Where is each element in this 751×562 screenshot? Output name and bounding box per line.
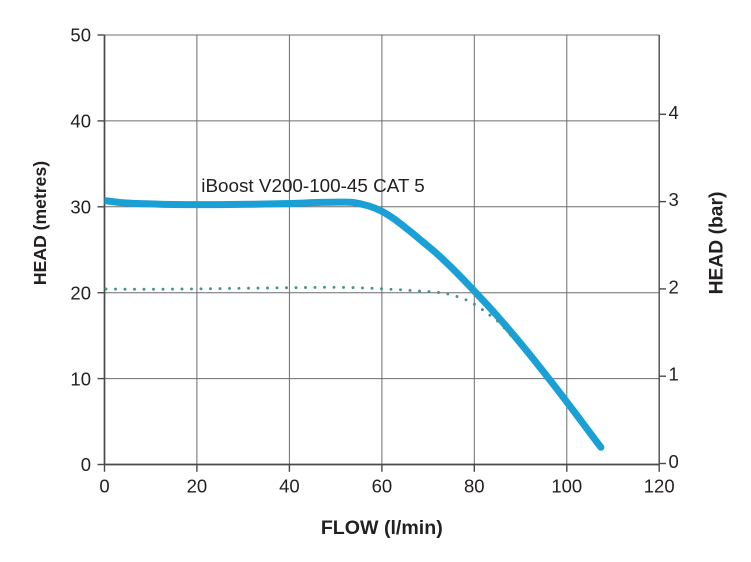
svg-text:4: 4 (669, 102, 679, 123)
svg-text:HEAD (metres): HEAD (metres) (30, 161, 50, 285)
svg-text:10: 10 (70, 368, 91, 389)
svg-text:2: 2 (669, 276, 679, 297)
svg-text:20: 20 (70, 282, 91, 303)
svg-text:0: 0 (81, 454, 91, 475)
svg-text:0: 0 (99, 476, 109, 497)
svg-text:50: 50 (70, 25, 91, 46)
svg-text:30: 30 (70, 197, 91, 218)
svg-text:3: 3 (669, 189, 679, 210)
svg-text:40: 40 (70, 111, 91, 132)
svg-text:60: 60 (372, 476, 393, 497)
svg-text:20: 20 (187, 476, 208, 497)
svg-text:0: 0 (669, 451, 679, 472)
svg-text:40: 40 (279, 476, 300, 497)
svg-text:1: 1 (669, 364, 679, 385)
svg-text:FLOW (l/min): FLOW (l/min) (321, 517, 443, 539)
svg-text:100: 100 (551, 476, 582, 497)
svg-text:iBoost V200-100-45 CAT 5: iBoost V200-100-45 CAT 5 (201, 175, 424, 196)
svg-text:120: 120 (644, 476, 675, 497)
svg-text:80: 80 (464, 476, 485, 497)
svg-text:HEAD (bar): HEAD (bar) (706, 192, 727, 295)
